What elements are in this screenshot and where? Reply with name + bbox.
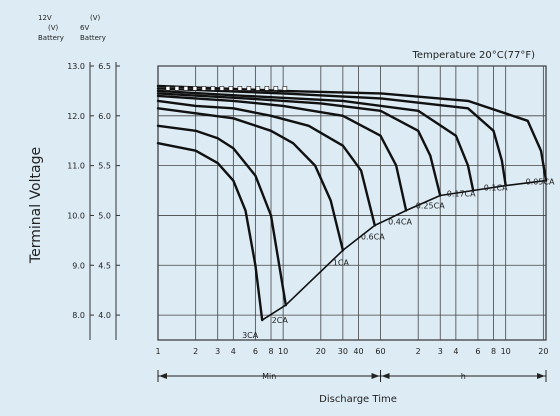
discharge-curve-0.6CA <box>156 99 376 227</box>
x-tick-label-hour: 3 <box>438 347 443 356</box>
y6-tick-label: 5.5 <box>98 162 111 171</box>
x-tick-label-hour: 2 <box>416 347 421 356</box>
x-tick-label-min: 1 <box>155 347 160 356</box>
y12-header-text: 12V <box>38 14 52 22</box>
x-axis-title: Discharge Time <box>319 394 397 405</box>
curve-label-0.1CA: 0.1CA <box>484 184 508 193</box>
discharge-curve-0.1CA <box>156 87 507 187</box>
x-tick-label-min: 20 <box>316 347 326 356</box>
y12-tick-label: 12.0 <box>67 112 85 121</box>
curve-label-1CA: 1CA <box>333 258 350 267</box>
curve-label-3CA: 3CA <box>242 331 259 340</box>
x-tick-label-min: 4 <box>231 347 236 356</box>
early-curve-marker <box>210 86 216 91</box>
y12-tick-label: 10.0 <box>67 211 85 220</box>
y6-header-text: 6V <box>80 24 89 32</box>
y12-tick-label: 8.0 <box>72 311 85 320</box>
x-tick-label-hour: 4 <box>453 347 458 356</box>
range-arrow-min-left <box>159 373 167 379</box>
early-curve-marker <box>165 86 171 91</box>
early-curve-marker <box>228 86 234 91</box>
y6-tick-label: 6.5 <box>98 62 111 71</box>
discharge-curve-2CA <box>156 124 287 307</box>
early-curve-marker <box>192 86 198 91</box>
y6-header-text: Battery <box>80 34 106 42</box>
y12-header-text: Battery <box>38 34 64 42</box>
early-curve-marker <box>255 86 261 91</box>
y12-tick-label: 13.0 <box>67 62 85 71</box>
discharge-curve-1CA <box>156 107 345 252</box>
range-arrow-h-right <box>537 373 545 379</box>
early-curve-marker <box>219 86 225 91</box>
early-curve-marker <box>273 86 279 91</box>
range-label-hours: h <box>461 372 466 381</box>
y6-header-text: (V) <box>90 14 101 22</box>
range-label-min: Min <box>262 372 276 381</box>
x-tick-label-min: 3 <box>215 347 220 356</box>
y12-header-text: (V) <box>48 24 59 32</box>
x-tick-label-min: 60 <box>375 347 385 356</box>
x-tick-label-min: 8 <box>268 347 273 356</box>
discharge-curve-0.17CA <box>156 89 475 192</box>
discharge-curve-0.25CA <box>156 92 442 197</box>
early-curve-marker <box>174 86 180 91</box>
y6-tick-label: 4.5 <box>98 261 111 270</box>
curve-label-0.05CA: 0.05CA <box>526 178 555 187</box>
temperature-note: Temperature 20°C(77°F) <box>411 50 535 61</box>
x-tick-label-hour: 6 <box>475 347 480 356</box>
y6-tick-label: 4.0 <box>98 311 111 320</box>
curve-label-0.17CA: 0.17CA <box>447 190 476 199</box>
y12-tick-label: 11.0 <box>67 162 85 171</box>
early-curve-marker <box>264 86 270 91</box>
discharge-curve-3CA <box>156 142 264 322</box>
range-arrow-min-right <box>371 373 380 379</box>
x-tick-label-hour: 10 <box>501 347 511 356</box>
early-curve-marker <box>183 86 189 91</box>
curve-label-2CA: 2CA <box>272 316 289 325</box>
curve-label-0.6CA: 0.6CA <box>361 232 385 241</box>
x-tick-label-min: 40 <box>353 347 363 356</box>
range-arrow-h-left <box>381 373 390 379</box>
y6-tick-label: 5.0 <box>98 211 111 220</box>
early-curve-marker <box>282 86 288 91</box>
early-curve-marker <box>246 86 252 91</box>
x-tick-label-min: 6 <box>253 347 258 356</box>
early-curve-marker <box>237 86 243 91</box>
y-axis-title: Terminal Voltage <box>28 147 44 264</box>
axis-layer: 13.0 6.5 12.0 6.0 11.0 5.5 10.0 5.0 9.0 4.5 8.0 4.0… <box>38 14 548 382</box>
x-tick-label-min: 2 <box>193 347 198 356</box>
discharge-curve-0.05CA <box>156 84 548 182</box>
y12-tick-label: 9.0 <box>72 261 85 270</box>
end-voltage-line <box>261 179 547 321</box>
early-curve-marker <box>201 86 207 91</box>
y6-tick-label: 6.0 <box>98 112 111 121</box>
x-tick-label-min: 30 <box>338 347 348 356</box>
discharge-curve-0.4CA <box>156 94 408 212</box>
x-tick-label-min: 10 <box>278 347 288 356</box>
curve-label-0.25CA: 0.25CA <box>416 202 445 211</box>
curve-label-0.4CA: 0.4CA <box>388 217 412 226</box>
curve-layer <box>156 84 548 322</box>
x-tick-label-hour: 20 <box>538 347 548 356</box>
x-tick-label-hour: 8 <box>491 347 496 356</box>
